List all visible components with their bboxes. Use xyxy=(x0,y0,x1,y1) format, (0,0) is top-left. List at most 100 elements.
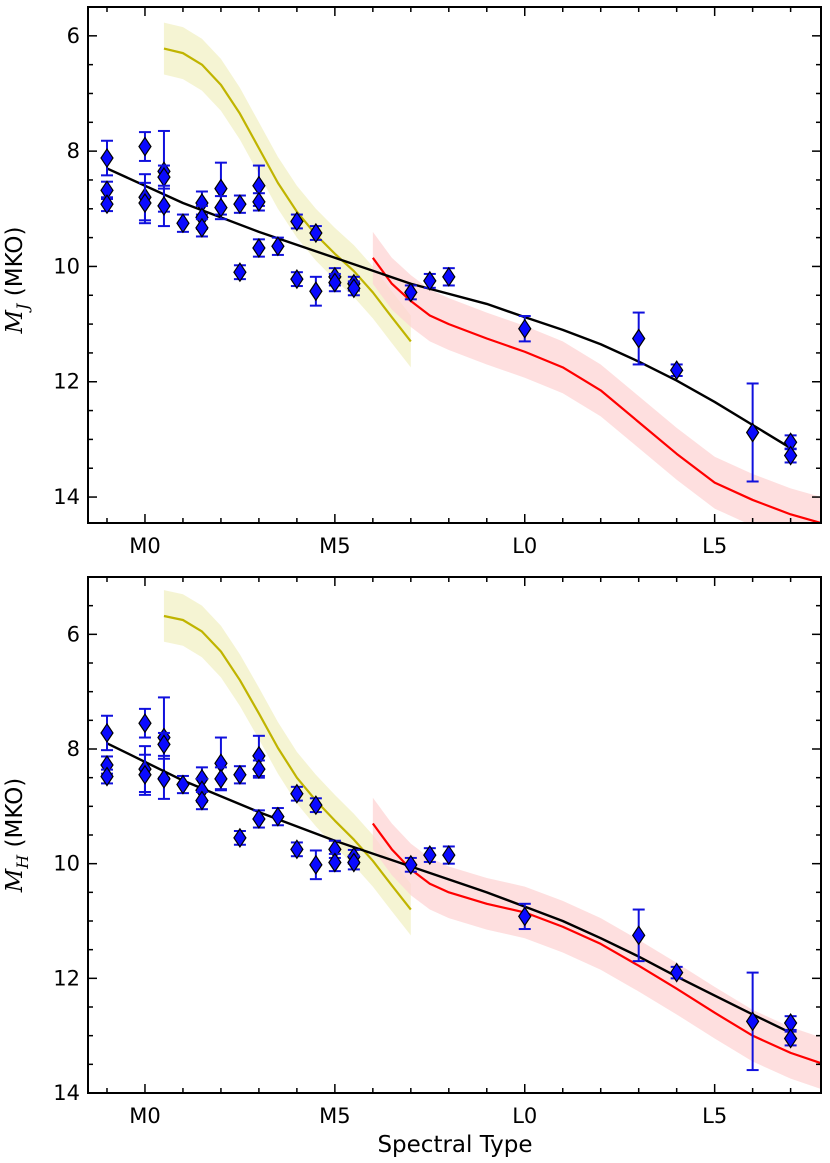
mh-data-point-35 xyxy=(745,971,760,1072)
mj-y-axis-label: MJ (MKO) xyxy=(2,226,32,334)
mj-diamond-marker xyxy=(214,197,228,218)
mj-fit-line xyxy=(106,167,792,450)
mj-data-point-5 xyxy=(138,181,152,225)
mj-panel: M0 M5 L0 L5 6 8 10 12 14 MJ (MKO) xyxy=(2,6,822,558)
mj-data-point-24 xyxy=(309,275,323,307)
mh-x-tick-label: M5 xyxy=(319,1104,350,1128)
mh-data-point-12 xyxy=(195,790,209,811)
mh-data-point-15 xyxy=(233,764,247,785)
mh-data-point-8 xyxy=(157,757,171,800)
mj-diamond-marker xyxy=(290,269,304,290)
mh-diamond-marker xyxy=(233,827,247,848)
mj-diamond-marker xyxy=(100,147,114,169)
mh-diamond-marker xyxy=(214,768,228,789)
mh-data-point-23 xyxy=(309,795,323,816)
mj-diamond-marker xyxy=(404,282,418,303)
mh-diamond-marker xyxy=(252,808,266,830)
mj-diamond-marker xyxy=(252,191,266,212)
mj-diamond-marker xyxy=(233,194,247,215)
mh-red-model-line xyxy=(371,822,821,1065)
mj-data-point-0 xyxy=(100,139,114,177)
mh-diamond-marker xyxy=(442,844,456,866)
mj-data-point-14 xyxy=(214,195,228,221)
mh-data-point-37 xyxy=(783,1028,798,1049)
mh-data-point-28 xyxy=(347,852,361,873)
mh-diamond-marker xyxy=(404,854,418,875)
mj-diamond-marker xyxy=(347,278,361,299)
mh-diamond-marker xyxy=(518,906,532,927)
mh-data-point-30 xyxy=(423,844,437,866)
mh-diamond-marker xyxy=(669,962,684,983)
mj-data-point-16 xyxy=(233,262,247,283)
mj-diamond-marker xyxy=(195,217,209,238)
mj-data-point-23 xyxy=(309,222,323,244)
mj-y-tick-label: 10 xyxy=(53,254,80,278)
mj-red-model-band xyxy=(372,231,821,523)
mj-diamond-marker xyxy=(309,281,323,302)
mh-data-point-18 xyxy=(252,758,266,780)
mh-y-axis-label: MH (MKO) xyxy=(2,778,32,894)
mh-data-point-0 xyxy=(100,714,114,752)
mj-data-point-9 xyxy=(176,213,190,234)
mj-y-tick-label: 8 xyxy=(67,139,80,163)
mj-x-tick-label: M5 xyxy=(319,534,350,558)
mh-diamond-marker xyxy=(783,1028,798,1049)
mh-y-tick-label: 8 xyxy=(67,737,80,761)
mh-diamond-marker xyxy=(745,1011,760,1032)
mj-data-point-3 xyxy=(138,131,152,162)
mj-diamond-marker xyxy=(214,178,228,199)
mh-diamond-marker xyxy=(271,806,285,827)
mh-diamond-marker xyxy=(309,795,323,816)
mj-diamond-marker xyxy=(100,194,114,215)
mj-red-model-line xyxy=(371,257,821,523)
x-axis-label: Spectral Type xyxy=(377,1132,532,1158)
mh-data-point-14 xyxy=(214,766,228,792)
mh-data-point-3 xyxy=(138,707,152,739)
mh-diamond-marker xyxy=(347,852,361,873)
mj-data-point-35 xyxy=(745,382,760,483)
mj-y-tick-label: 6 xyxy=(67,24,80,48)
mh-diamond-marker xyxy=(309,854,323,875)
mj-y-tick-label: 12 xyxy=(53,370,80,394)
mh-x-tick-label: M0 xyxy=(129,1104,160,1128)
mh-data-point-16 xyxy=(233,827,247,848)
mh-data-point-9 xyxy=(176,774,190,795)
mh-x-tick-label: L0 xyxy=(512,1104,537,1128)
mh-y-tick-label: 10 xyxy=(53,852,80,876)
mj-diamond-marker xyxy=(157,195,171,216)
mj-diamond-marker xyxy=(252,237,266,259)
mh-data-point-36 xyxy=(783,1012,798,1034)
mh-diamond-marker xyxy=(195,790,209,811)
mh-data-point-19 xyxy=(252,808,266,830)
mj-data-point-31 xyxy=(442,266,456,287)
mh-data-point-20 xyxy=(271,806,285,827)
mh-diamond-marker xyxy=(631,925,646,946)
mh-data-point-31 xyxy=(442,844,456,866)
mh-data-point-21 xyxy=(290,783,304,804)
mj-x-tick-label: M0 xyxy=(129,534,160,558)
mj-diamond-marker xyxy=(423,270,437,291)
mh-diamond-marker xyxy=(290,783,304,804)
mh-diamond-marker xyxy=(138,764,152,785)
mj-data-point-34 xyxy=(669,360,684,381)
mj-data-point-28 xyxy=(347,278,361,299)
mj-x-tick-label: L5 xyxy=(702,534,727,558)
mh-diamond-marker xyxy=(290,839,304,860)
mh-diamond-marker xyxy=(176,774,190,795)
mh-data-point-26 xyxy=(328,852,342,873)
mj-diamond-marker xyxy=(745,422,760,443)
mj-data-point-30 xyxy=(423,270,437,291)
mh-x-tick-label: L5 xyxy=(702,1104,727,1128)
mh-data-point-29 xyxy=(404,854,418,875)
mj-data-point-26 xyxy=(328,272,342,293)
mj-diamond-marker xyxy=(442,266,456,287)
mj-data-point-8 xyxy=(157,184,171,228)
mh-diamond-marker xyxy=(138,713,152,734)
mj-diamond-marker xyxy=(669,360,684,381)
mj-data-point-19 xyxy=(252,237,266,259)
mh-diamond-marker xyxy=(100,766,114,787)
mh-y-tick-label: 6 xyxy=(67,622,80,646)
mj-data-point-18 xyxy=(252,191,266,212)
mh-diamond-marker xyxy=(157,734,171,755)
mj-y-tick-label: 14 xyxy=(53,485,80,509)
